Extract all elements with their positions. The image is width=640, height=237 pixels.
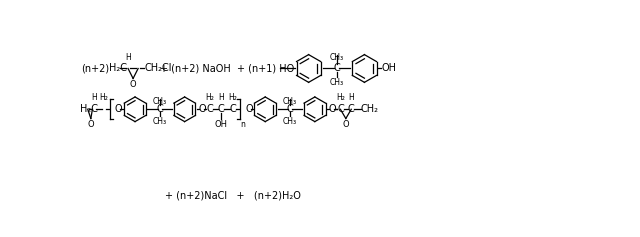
Text: H: H — [218, 93, 224, 102]
Text: CH₃: CH₃ — [283, 117, 297, 126]
Text: O: O — [245, 104, 253, 114]
Text: CH₃: CH₃ — [153, 117, 167, 126]
Text: OH: OH — [214, 120, 228, 129]
Text: CH₃: CH₃ — [153, 97, 167, 106]
Text: C: C — [218, 104, 225, 114]
Text: C: C — [206, 104, 212, 114]
Text: O: O — [342, 120, 349, 129]
Text: C: C — [287, 104, 293, 114]
Text: + (n+2)NaCl   +   (n+2)H₂O: + (n+2)NaCl + (n+2)H₂O — [165, 191, 301, 201]
Text: O: O — [329, 104, 337, 114]
Text: H₂C: H₂C — [109, 64, 127, 73]
Text: H₂: H₂ — [205, 93, 214, 102]
Text: O: O — [88, 120, 94, 129]
Text: CH₃: CH₃ — [330, 53, 344, 62]
Text: OH: OH — [381, 64, 396, 73]
Text: C: C — [156, 104, 163, 114]
Text: H₂C: H₂C — [80, 104, 98, 114]
Text: (n+2): (n+2) — [81, 64, 109, 73]
Text: C: C — [229, 104, 236, 114]
Text: H₂: H₂ — [228, 93, 237, 102]
Text: n: n — [241, 120, 245, 129]
Text: O: O — [130, 80, 136, 89]
Text: H: H — [91, 93, 97, 102]
Text: O: O — [198, 104, 206, 114]
Text: H₂: H₂ — [100, 93, 108, 102]
Text: H: H — [348, 93, 354, 102]
Text: CH₂Cl: CH₂Cl — [145, 64, 172, 73]
Text: CH₂: CH₂ — [360, 104, 378, 114]
Text: CH₃: CH₃ — [330, 78, 344, 87]
Text: C: C — [333, 64, 340, 73]
Text: C: C — [337, 104, 344, 114]
Text: H₂: H₂ — [336, 93, 345, 102]
Text: O: O — [115, 104, 122, 114]
Text: H: H — [125, 53, 131, 62]
Text: C: C — [348, 104, 355, 114]
Text: CH₃: CH₃ — [283, 97, 297, 106]
Text: + (n+2) NaOH  + (n+1) HO: + (n+2) NaOH + (n+1) HO — [160, 64, 294, 73]
